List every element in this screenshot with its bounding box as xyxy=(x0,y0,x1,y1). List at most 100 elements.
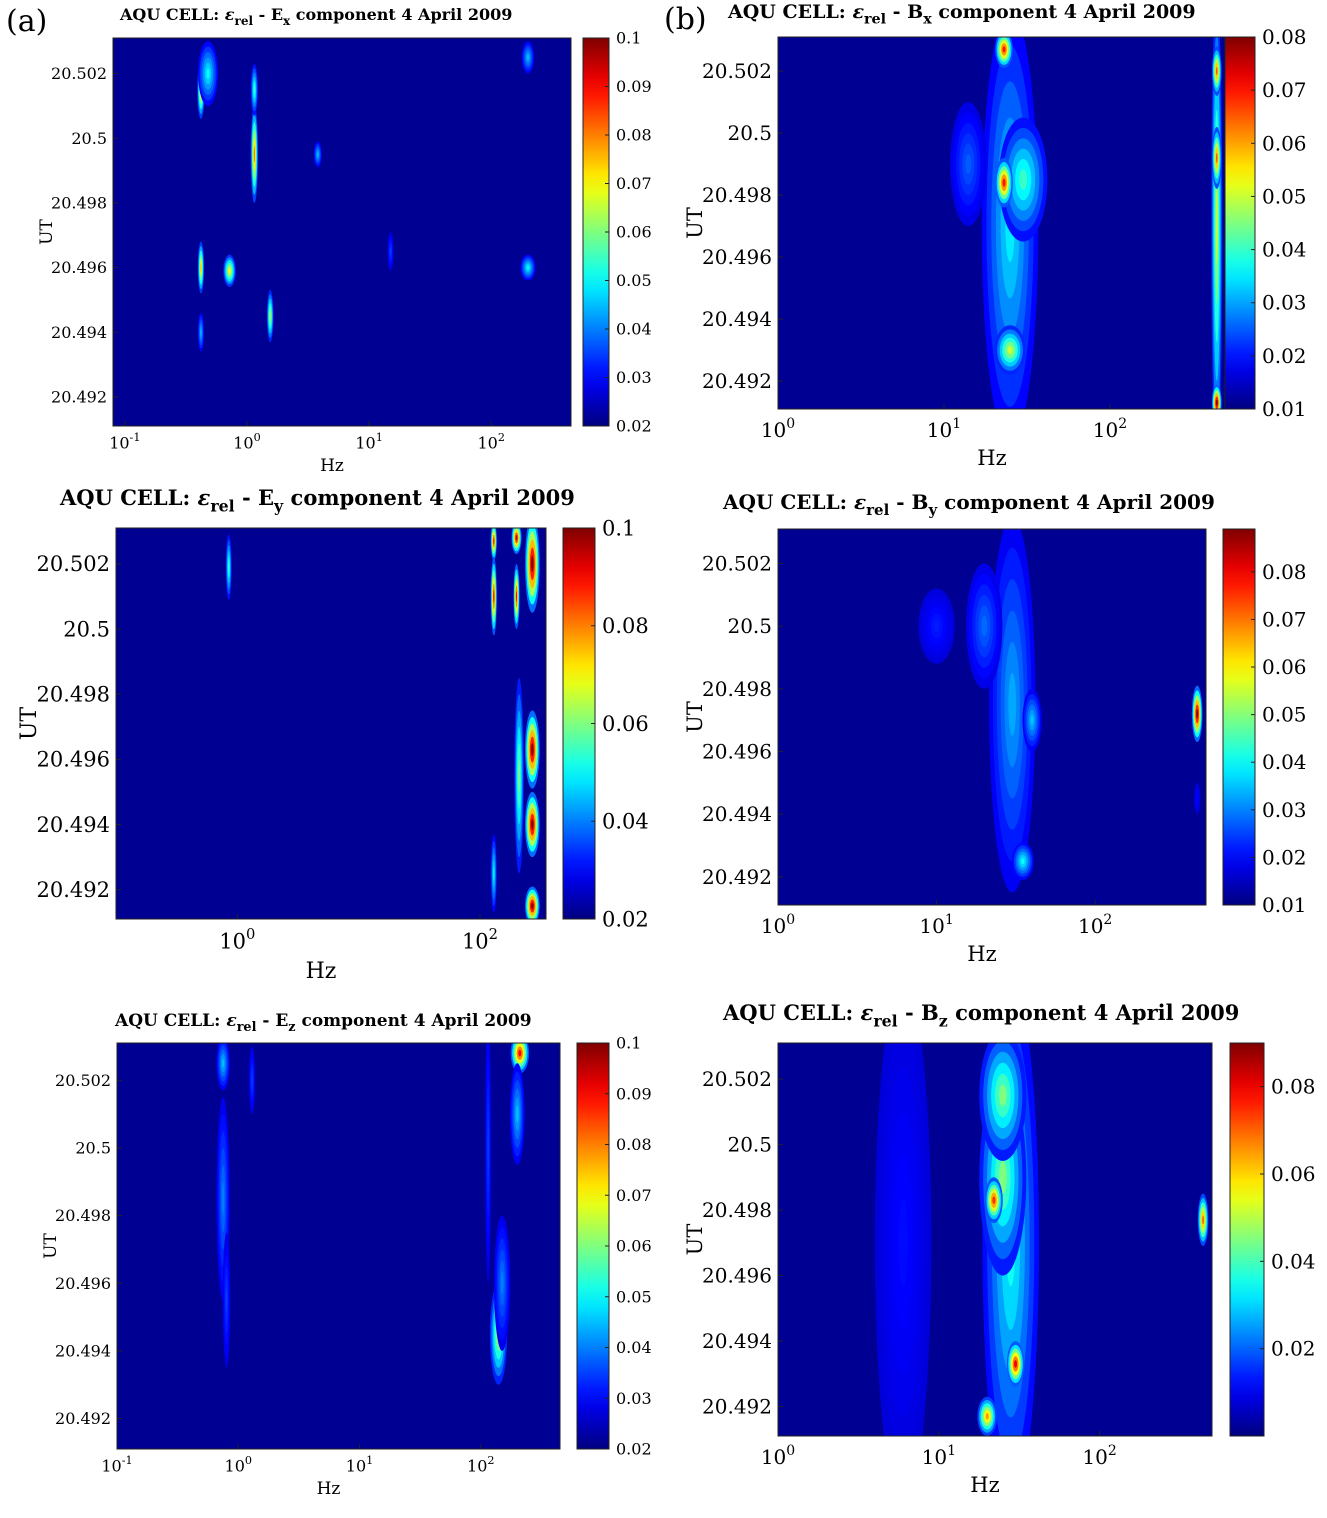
panel-label-a: (a) xyxy=(6,4,48,39)
heatmap-background xyxy=(116,528,546,919)
y-axis-label: UT xyxy=(683,1224,707,1256)
heatmap-hotspot xyxy=(510,1043,530,1074)
y-tick-label: 20.498 xyxy=(702,1198,772,1222)
y-tick-label: 20.492 xyxy=(51,388,107,407)
y-tick-label: 20.5 xyxy=(727,1133,772,1157)
y-tick-label: 20.502 xyxy=(51,64,107,83)
heatmap-hotspot xyxy=(525,886,540,919)
heatmap-hotspot xyxy=(989,529,1036,893)
colorbar-tick-label: 0.07 xyxy=(616,174,652,193)
y-tick-label: 20.498 xyxy=(702,183,772,207)
chart-title: AQU CELL: εrel - Bx component 4 April 20… xyxy=(727,1,1196,28)
x-axis-label: Hz xyxy=(306,959,337,984)
colorbar-tick-label: 0.09 xyxy=(616,1084,652,1103)
x-tick-label: 100 xyxy=(761,416,795,442)
y-tick-label: 20.494 xyxy=(702,1329,772,1353)
heatmap-hotspot xyxy=(950,102,987,227)
heatmap-hotspot xyxy=(995,157,1013,208)
y-axis-label: UT xyxy=(683,701,707,733)
colorbar-tick-label: 0.02 xyxy=(1262,845,1307,869)
y-tick-label: 20.492 xyxy=(702,369,772,393)
y-tick-label: 20.498 xyxy=(55,1206,111,1225)
heatmap-hotspot xyxy=(874,1043,932,1436)
heatmap-hotspot xyxy=(490,557,497,636)
colorbar-tick-label: 0.1 xyxy=(616,29,641,48)
heatmap-hotspot xyxy=(387,232,394,271)
chart-title: AQU CELL: εrel - Bz component 4 April 20… xyxy=(722,1000,1239,1030)
heatmap-hotspot xyxy=(1191,685,1203,743)
y-tick-label: 20.494 xyxy=(55,1341,111,1360)
plot-frame xyxy=(777,1042,1213,1437)
y-tick-label: 20.498 xyxy=(51,194,107,213)
x-tick-label: 100 xyxy=(233,431,260,452)
x-tick-label: 101 xyxy=(919,912,953,938)
chart-title: AQU CELL: εrel - Ey component 4 April 20… xyxy=(59,485,575,515)
plot-frame xyxy=(115,527,547,920)
y-tick-label: 20.5 xyxy=(727,121,772,145)
heatmap-hotspot xyxy=(225,534,232,600)
y-tick-label: 20.5 xyxy=(75,1138,111,1157)
heatmap-background xyxy=(113,38,571,426)
colorbar-tick-label: 0.05 xyxy=(616,1287,652,1306)
colorbar-tick-label: 0.05 xyxy=(1262,703,1307,727)
heatmap-hotspot xyxy=(994,325,1026,375)
colorbar-tick-label: 0.1 xyxy=(616,1034,641,1053)
heatmap-hotspot xyxy=(223,254,236,287)
heatmap-hotspot xyxy=(511,528,522,555)
x-tick-label: 100 xyxy=(761,1443,795,1469)
x-tick-label: 100 xyxy=(225,1454,252,1475)
x-axis-label: Hz xyxy=(970,1473,999,1497)
heatmap-hotspot xyxy=(1006,1341,1025,1387)
chart-title: AQU CELL: εrel - Ex component 4 April 20… xyxy=(119,5,512,28)
colorbar-tick-label: 0.02 xyxy=(602,907,649,931)
y-tick-label: 20.5 xyxy=(63,617,110,641)
colorbar-tick-label: 0.09 xyxy=(616,77,652,96)
y-tick-label: 20.492 xyxy=(702,1395,772,1419)
y-tick-label: 20.496 xyxy=(37,748,110,772)
heatmap-hotspot xyxy=(248,1046,256,1115)
y-tick-label: 20.496 xyxy=(55,1274,111,1293)
colorbar-tick-label: 0.04 xyxy=(1262,750,1307,774)
colorbar xyxy=(576,1042,610,1450)
y-tick-label: 20.494 xyxy=(51,323,107,342)
heatmap-hotspot xyxy=(514,677,524,874)
colorbar xyxy=(1224,36,1256,410)
chart-bz: AQU CELL: εrel - Bz component 4 April 20… xyxy=(683,1000,1316,1497)
y-tick-label: 20.496 xyxy=(51,258,107,277)
y-tick-label: 20.496 xyxy=(702,1264,772,1288)
y-tick-label: 20.496 xyxy=(702,245,772,269)
x-tick-label: 101 xyxy=(346,1454,373,1475)
colorbar-tick-label: 0.04 xyxy=(616,320,652,339)
colorbar-tick-label: 0.04 xyxy=(1271,1249,1316,1273)
chart-bx: AQU CELL: εrel - Bx component 4 April 20… xyxy=(683,1,1307,470)
heatmap-hotspot xyxy=(250,105,258,203)
colorbar-tick-label: 0.04 xyxy=(602,810,649,834)
heatmap-hotspot xyxy=(313,141,322,168)
heatmap-hotspot xyxy=(521,41,535,74)
colorbar-tick-label: 0.03 xyxy=(1262,291,1307,315)
y-tick-label: 20.496 xyxy=(702,739,772,763)
heatmap-hotspot xyxy=(216,1043,230,1091)
heatmap-hotspot xyxy=(977,1396,998,1436)
heatmap-hotspot xyxy=(1194,782,1201,815)
plot-frame xyxy=(777,528,1207,906)
x-tick-label: 101 xyxy=(922,1443,956,1469)
x-tick-label: 101 xyxy=(355,431,382,452)
x-tick-label: 102 xyxy=(467,1454,494,1475)
heatmap-hotspot xyxy=(513,563,520,630)
chart-ey: AQU CELL: εrel - Ey component 4 April 20… xyxy=(17,485,649,984)
heatmap-hotspot xyxy=(197,312,205,352)
y-tick-label: 20.492 xyxy=(55,1409,111,1428)
y-tick-label: 20.498 xyxy=(37,683,110,707)
y-axis-label: UT xyxy=(17,707,42,741)
panel-label-b: (b) xyxy=(664,2,707,37)
colorbar-tick-label: 0.03 xyxy=(1262,798,1307,822)
x-axis-label: Hz xyxy=(317,1479,341,1499)
colorbar-tick-label: 0.02 xyxy=(1271,1337,1316,1361)
heatmap-hotspot xyxy=(525,791,540,858)
x-tick-label: 10-1 xyxy=(109,431,140,452)
plot-frame xyxy=(116,1042,561,1450)
heatmap-hotspot xyxy=(984,1177,1003,1224)
heatmap-hotspot xyxy=(494,1215,511,1351)
x-tick-label: 101 xyxy=(927,416,961,442)
